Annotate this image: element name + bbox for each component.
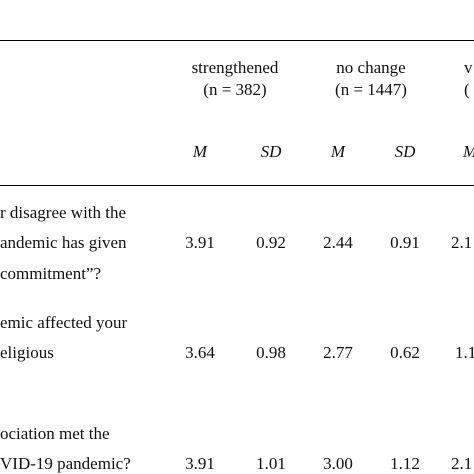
value-cell: 1.01 — [256, 454, 286, 473]
question-text: andemic has given — [0, 233, 127, 252]
group-name: v — [464, 58, 473, 77]
value-cell: 3.91 — [185, 233, 215, 252]
subheader-mean: M — [330, 142, 346, 161]
group-name: no change — [336, 58, 406, 77]
question-text: VID-19 pandemic? — [0, 454, 131, 473]
value-cell: 2.77 — [323, 343, 353, 362]
subheader-sd: SD — [394, 142, 416, 161]
subheader-mean: M — [463, 142, 474, 162]
value-cell: 0.62 — [390, 343, 420, 362]
group-n: (n = 1447) — [335, 80, 407, 99]
value-cell: 1.1 — [455, 343, 474, 362]
question-text: r disagree with the — [0, 203, 127, 222]
subheader-sd: SD — [260, 142, 282, 161]
value-cell: 1.12 — [390, 454, 420, 473]
value-cell: 0.92 — [256, 233, 286, 252]
value-cell: 3.00 — [323, 454, 353, 473]
group-name: strengthened — [191, 58, 279, 77]
subheader-mean: M — [192, 142, 208, 161]
value-cell: 2.1 — [451, 454, 473, 473]
question-text: commitment”? — [0, 264, 102, 283]
value-cell: 2.1 — [451, 233, 473, 252]
header-rule — [0, 185, 474, 186]
value-cell: 2.44 — [323, 233, 353, 252]
value-cell: 3.91 — [185, 454, 215, 473]
value-cell: 0.91 — [390, 233, 420, 252]
question-text: emic affected your — [0, 313, 128, 332]
value-cell: 3.64 — [185, 343, 215, 362]
table-top-rule — [0, 40, 474, 41]
question-text: eligious — [0, 343, 54, 362]
question-text: ociation met the — [0, 424, 110, 443]
group-n: ( — [464, 80, 470, 99]
value-cell: 0.98 — [256, 343, 286, 362]
group-n: (n = 382) — [203, 80, 267, 99]
